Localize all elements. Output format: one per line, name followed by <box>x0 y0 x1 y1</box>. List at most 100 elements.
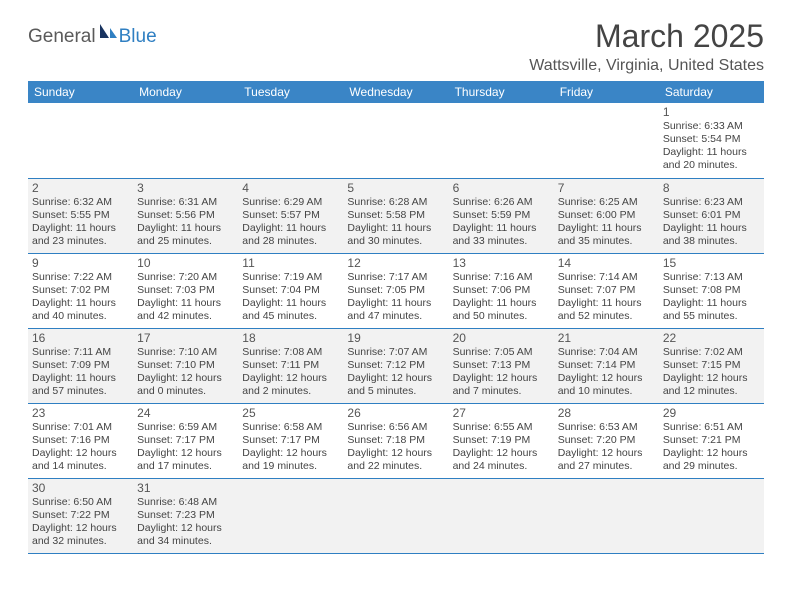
d2-line: and 47 minutes. <box>347 310 444 323</box>
d2-line: and 35 minutes. <box>558 235 655 248</box>
d2-line: and 55 minutes. <box>663 310 760 323</box>
d2-line: and 45 minutes. <box>242 310 339 323</box>
location: Wattsville, Virginia, United States <box>529 57 764 75</box>
sunrise-line: Sunrise: 7:11 AM <box>32 346 129 359</box>
sunrise-line: Sunrise: 6:23 AM <box>663 196 760 209</box>
day-header: Saturday <box>659 81 764 103</box>
sunset-line: Sunset: 7:06 PM <box>453 284 550 297</box>
day-details: Sunrise: 7:08 AMSunset: 7:11 PMDaylight:… <box>242 346 339 399</box>
d1-line: Daylight: 11 hours <box>347 297 444 310</box>
d1-line: Daylight: 11 hours <box>558 222 655 235</box>
calendar-cell: 4Sunrise: 6:29 AMSunset: 5:57 PMDaylight… <box>238 178 343 253</box>
sunset-line: Sunset: 7:11 PM <box>242 359 339 372</box>
day-number: 11 <box>242 256 339 270</box>
day-header: Friday <box>554 81 659 103</box>
day-number: 21 <box>558 331 655 345</box>
day-details: Sunrise: 6:56 AMSunset: 7:18 PMDaylight:… <box>347 421 444 474</box>
sunrise-line: Sunrise: 6:29 AM <box>242 196 339 209</box>
d1-line: Daylight: 12 hours <box>558 372 655 385</box>
calendar-cell: 14Sunrise: 7:14 AMSunset: 7:07 PMDayligh… <box>554 253 659 328</box>
d1-line: Daylight: 11 hours <box>32 372 129 385</box>
day-number: 1 <box>663 105 760 119</box>
day-details: Sunrise: 7:17 AMSunset: 7:05 PMDaylight:… <box>347 271 444 324</box>
day-number: 22 <box>663 331 760 345</box>
d2-line: and 40 minutes. <box>32 310 129 323</box>
calendar-cell <box>659 478 764 553</box>
d2-line: and 30 minutes. <box>347 235 444 248</box>
day-number: 5 <box>347 181 444 195</box>
d2-line: and 14 minutes. <box>32 460 129 473</box>
calendar-cell: 3Sunrise: 6:31 AMSunset: 5:56 PMDaylight… <box>133 178 238 253</box>
sunset-line: Sunset: 7:17 PM <box>242 434 339 447</box>
sunset-line: Sunset: 7:08 PM <box>663 284 760 297</box>
sunrise-line: Sunrise: 7:17 AM <box>347 271 444 284</box>
calendar-head: SundayMondayTuesdayWednesdayThursdayFrid… <box>28 81 764 103</box>
day-number: 30 <box>32 481 129 495</box>
d2-line: and 17 minutes. <box>137 460 234 473</box>
d1-line: Daylight: 12 hours <box>137 447 234 460</box>
day-number: 31 <box>137 481 234 495</box>
calendar-cell: 31Sunrise: 6:48 AMSunset: 7:23 PMDayligh… <box>133 478 238 553</box>
sunrise-line: Sunrise: 6:32 AM <box>32 196 129 209</box>
d2-line: and 29 minutes. <box>663 460 760 473</box>
d2-line: and 42 minutes. <box>137 310 234 323</box>
d1-line: Daylight: 11 hours <box>663 297 760 310</box>
calendar-cell: 24Sunrise: 6:59 AMSunset: 7:17 PMDayligh… <box>133 403 238 478</box>
d2-line: and 28 minutes. <box>242 235 339 248</box>
day-details: Sunrise: 7:20 AMSunset: 7:03 PMDaylight:… <box>137 271 234 324</box>
day-number: 15 <box>663 256 760 270</box>
day-details: Sunrise: 7:07 AMSunset: 7:12 PMDaylight:… <box>347 346 444 399</box>
day-number: 6 <box>453 181 550 195</box>
sunrise-line: Sunrise: 6:55 AM <box>453 421 550 434</box>
calendar-cell: 29Sunrise: 6:51 AMSunset: 7:21 PMDayligh… <box>659 403 764 478</box>
sunrise-line: Sunrise: 6:25 AM <box>558 196 655 209</box>
sunrise-line: Sunrise: 6:53 AM <box>558 421 655 434</box>
calendar-week: 23Sunrise: 7:01 AMSunset: 7:16 PMDayligh… <box>28 403 764 478</box>
day-number: 20 <box>453 331 550 345</box>
d2-line: and 52 minutes. <box>558 310 655 323</box>
sunrise-line: Sunrise: 6:56 AM <box>347 421 444 434</box>
sunrise-line: Sunrise: 6:28 AM <box>347 196 444 209</box>
day-header: Tuesday <box>238 81 343 103</box>
day-number: 23 <box>32 406 129 420</box>
day-details: Sunrise: 7:22 AMSunset: 7:02 PMDaylight:… <box>32 271 129 324</box>
calendar-cell: 28Sunrise: 6:53 AMSunset: 7:20 PMDayligh… <box>554 403 659 478</box>
d2-line: and 24 minutes. <box>453 460 550 473</box>
d1-line: Daylight: 12 hours <box>347 447 444 460</box>
month-title: March 2025 <box>529 18 764 55</box>
calendar-cell: 26Sunrise: 6:56 AMSunset: 7:18 PMDayligh… <box>343 403 448 478</box>
calendar-week: 16Sunrise: 7:11 AMSunset: 7:09 PMDayligh… <box>28 328 764 403</box>
d2-line: and 57 minutes. <box>32 385 129 398</box>
d1-line: Daylight: 11 hours <box>137 222 234 235</box>
sunset-line: Sunset: 7:22 PM <box>32 509 129 522</box>
day-details: Sunrise: 7:02 AMSunset: 7:15 PMDaylight:… <box>663 346 760 399</box>
calendar-week: 9Sunrise: 7:22 AMSunset: 7:02 PMDaylight… <box>28 253 764 328</box>
d1-line: Daylight: 11 hours <box>32 297 129 310</box>
calendar-cell <box>343 478 448 553</box>
sunset-line: Sunset: 7:19 PM <box>453 434 550 447</box>
sunset-line: Sunset: 6:01 PM <box>663 209 760 222</box>
calendar-cell <box>343 103 448 178</box>
calendar-body: 1Sunrise: 6:33 AMSunset: 5:54 PMDaylight… <box>28 103 764 553</box>
sunset-line: Sunset: 5:56 PM <box>137 209 234 222</box>
calendar-cell: 25Sunrise: 6:58 AMSunset: 7:17 PMDayligh… <box>238 403 343 478</box>
day-number: 3 <box>137 181 234 195</box>
day-details: Sunrise: 7:13 AMSunset: 7:08 PMDaylight:… <box>663 271 760 324</box>
sunset-line: Sunset: 7:03 PM <box>137 284 234 297</box>
sunrise-line: Sunrise: 7:02 AM <box>663 346 760 359</box>
day-number: 17 <box>137 331 234 345</box>
sunset-line: Sunset: 7:18 PM <box>347 434 444 447</box>
calendar-cell <box>554 478 659 553</box>
d2-line: and 27 minutes. <box>558 460 655 473</box>
day-details: Sunrise: 6:55 AMSunset: 7:19 PMDaylight:… <box>453 421 550 474</box>
day-number: 27 <box>453 406 550 420</box>
day-details: Sunrise: 6:28 AMSunset: 5:58 PMDaylight:… <box>347 196 444 249</box>
day-number: 18 <box>242 331 339 345</box>
d1-line: Daylight: 11 hours <box>32 222 129 235</box>
d1-line: Daylight: 12 hours <box>558 447 655 460</box>
sunset-line: Sunset: 5:54 PM <box>663 133 760 146</box>
day-number: 12 <box>347 256 444 270</box>
sunrise-line: Sunrise: 7:08 AM <box>242 346 339 359</box>
day-number: 25 <box>242 406 339 420</box>
calendar-cell: 15Sunrise: 7:13 AMSunset: 7:08 PMDayligh… <box>659 253 764 328</box>
